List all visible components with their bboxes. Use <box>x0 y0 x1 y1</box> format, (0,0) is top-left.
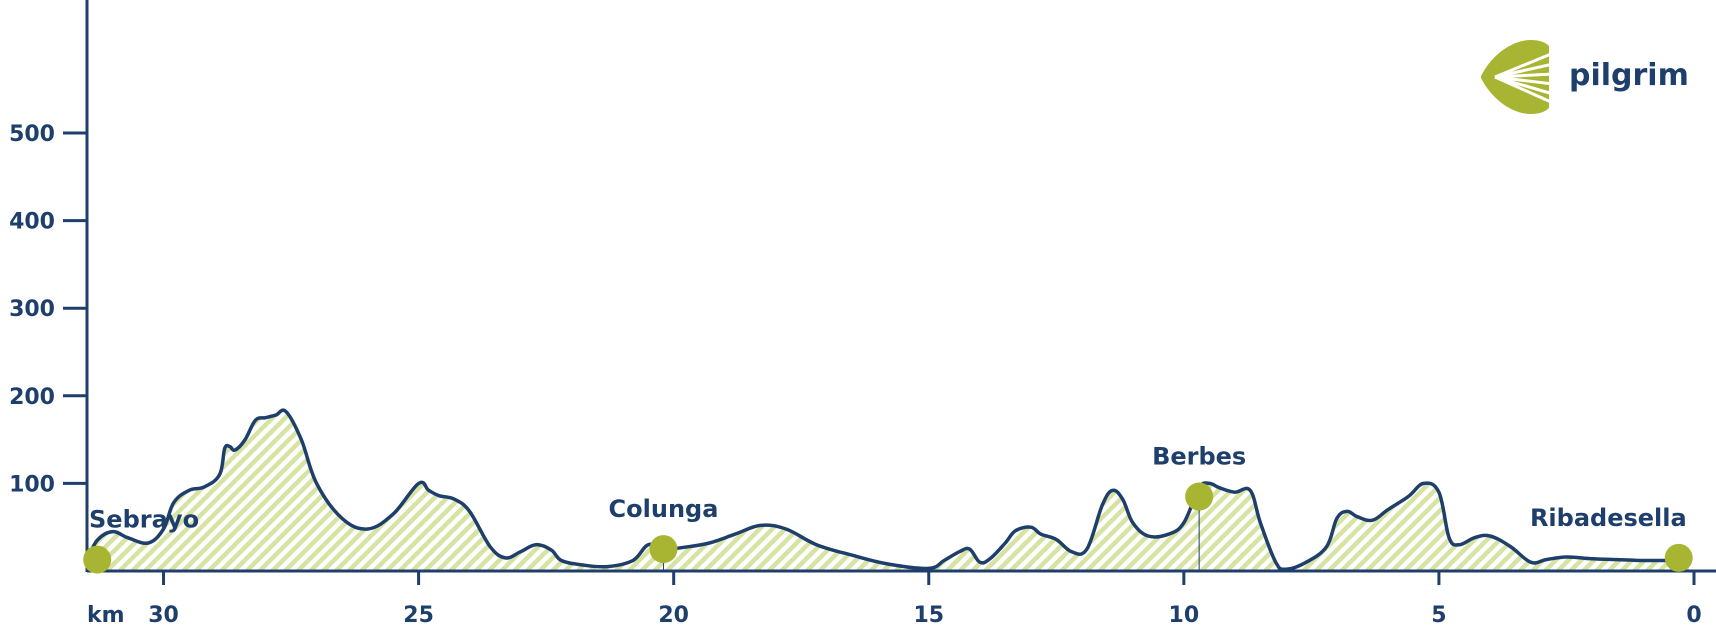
waypoint-label: Berbes <box>1152 443 1246 471</box>
elevation-area <box>85 408 1689 572</box>
y-tick-label: 300 <box>9 297 55 322</box>
elevation-fill <box>87 410 1689 571</box>
waypoint-label: Ribadesella <box>1530 504 1687 532</box>
y-tick-label: 500 <box>9 122 55 147</box>
x-axis-unit-label: km <box>87 603 125 628</box>
x-axis-ticks: 30 25 20 15 10 5 0 <box>148 571 1702 628</box>
waypoint-label: Colunga <box>609 495 719 523</box>
x-tick-label: 30 <box>148 603 179 628</box>
x-tick-label: 25 <box>403 603 434 628</box>
y-tick-label: 400 <box>9 210 55 235</box>
x-tick-label: 0 <box>1686 603 1701 628</box>
waypoint-marker <box>1185 482 1214 511</box>
y-tick-label: 200 <box>9 385 55 410</box>
chart-axes <box>85 0 1716 573</box>
y-axis-ticks: 100 200 300 400 500 <box>9 122 87 497</box>
waypoint-marker <box>83 545 112 574</box>
brand-name: pilgrim <box>1569 58 1689 93</box>
x-tick-label: 15 <box>913 603 944 628</box>
waypoint-marker <box>649 535 678 564</box>
waypoint-marker <box>1664 543 1693 572</box>
waypoints: Sebrayo Colunga Berbes Ribadesella <box>83 443 1693 574</box>
x-tick-label: 20 <box>658 603 689 628</box>
x-tick-label: 5 <box>1431 603 1446 628</box>
scallop-shell-icon <box>1481 40 1554 114</box>
waypoint-label: Sebrayo <box>89 506 199 534</box>
y-tick-label: 100 <box>9 472 55 497</box>
x-tick-label: 10 <box>1169 603 1200 628</box>
elevation-line <box>85 408 1689 572</box>
brand-logo: pilgrim <box>1481 40 1689 114</box>
